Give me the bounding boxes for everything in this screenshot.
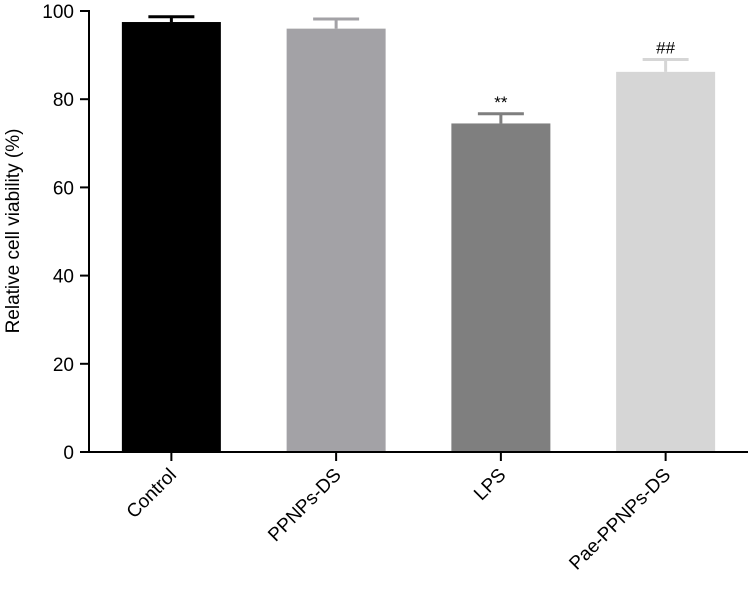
bar-3 — [451, 123, 551, 452]
y-tick-label-2: 20 — [53, 355, 74, 376]
bar-1 — [121, 22, 221, 453]
significance-label-4: ## — [656, 39, 675, 58]
y-axis: 0 20 40 60 80 100 — [42, 2, 90, 464]
bar-2 — [286, 28, 386, 452]
x-tick-label-3: LPS — [470, 465, 510, 505]
x-axis: Control PPNPs-DS LPS Pae-PPNPs-DS — [89, 451, 748, 575]
x-tick-label-1: Control — [123, 465, 181, 523]
y-tick-label-5: 80 — [53, 90, 74, 111]
y-tick-label-6: 100 — [42, 2, 74, 23]
bar-4 — [616, 71, 716, 452]
y-axis-title: Relative cell viability (%) — [3, 129, 24, 334]
bars-group: ** ## — [121, 15, 716, 453]
significance-label-3: ** — [494, 93, 508, 112]
x-tick-label-4: Pae-PPNPs-DS — [565, 465, 675, 575]
y-tick-label-3: 40 — [53, 267, 74, 288]
y-tick-label-1: 0 — [63, 443, 74, 464]
x-tick-label-2: PPNPs-DS — [264, 465, 345, 546]
y-tick-label-4: 60 — [53, 178, 74, 199]
